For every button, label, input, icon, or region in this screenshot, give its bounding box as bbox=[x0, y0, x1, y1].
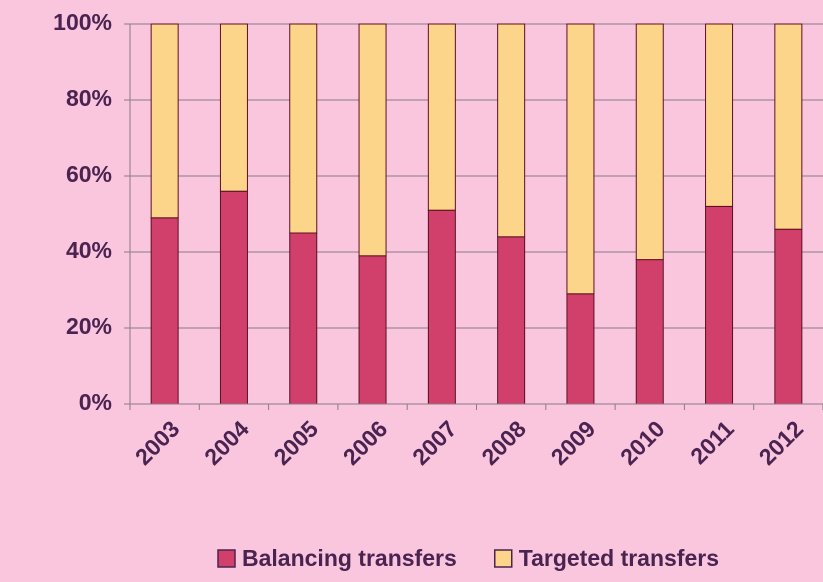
y-tick-label: 20% bbox=[66, 313, 112, 339]
legend-swatch bbox=[217, 549, 236, 568]
bar-segment bbox=[774, 23, 803, 230]
x-tick-label: 2010 bbox=[615, 415, 670, 470]
y-tick-label: 80% bbox=[66, 85, 112, 111]
bar-segment bbox=[219, 190, 248, 405]
bar-segment bbox=[774, 228, 803, 405]
y-tick-label: 100% bbox=[53, 9, 112, 35]
legend-label: Targeted transfers bbox=[519, 545, 719, 571]
bar-segment bbox=[705, 205, 734, 405]
x-tick-label: 2007 bbox=[407, 415, 462, 470]
x-tick-label: 2005 bbox=[269, 415, 324, 470]
y-tick-label: 40% bbox=[66, 237, 112, 263]
bar-segment bbox=[358, 255, 387, 405]
y-tick-label: 60% bbox=[66, 161, 112, 187]
bar-segment bbox=[635, 23, 664, 261]
x-tick-label: 2012 bbox=[754, 415, 809, 470]
bar-segment bbox=[427, 23, 456, 211]
bar-segment bbox=[635, 259, 664, 405]
x-tick-label: 2009 bbox=[546, 415, 601, 470]
bar-segment bbox=[427, 209, 456, 405]
bar-segment bbox=[150, 23, 179, 219]
x-tick-label: 2008 bbox=[476, 415, 531, 470]
x-tick-label: 2006 bbox=[338, 415, 393, 470]
bar-segment bbox=[219, 23, 248, 192]
legend-swatch bbox=[494, 549, 513, 568]
bar-segment bbox=[289, 23, 318, 234]
bar-segment bbox=[150, 217, 179, 405]
bar-segment bbox=[566, 23, 595, 295]
bar-segment bbox=[358, 23, 387, 257]
bar-segment bbox=[566, 293, 595, 405]
legend-label: Balancing transfers bbox=[242, 545, 457, 571]
bar-segment bbox=[289, 232, 318, 405]
x-tick-label: 2011 bbox=[685, 415, 739, 469]
x-tick-label: 2004 bbox=[199, 415, 254, 470]
bar-segment bbox=[497, 236, 526, 405]
x-tick-label: 2003 bbox=[130, 415, 185, 470]
y-tick-label: 0% bbox=[79, 389, 112, 415]
bar-segment bbox=[497, 23, 526, 238]
bar-segment bbox=[705, 23, 734, 207]
